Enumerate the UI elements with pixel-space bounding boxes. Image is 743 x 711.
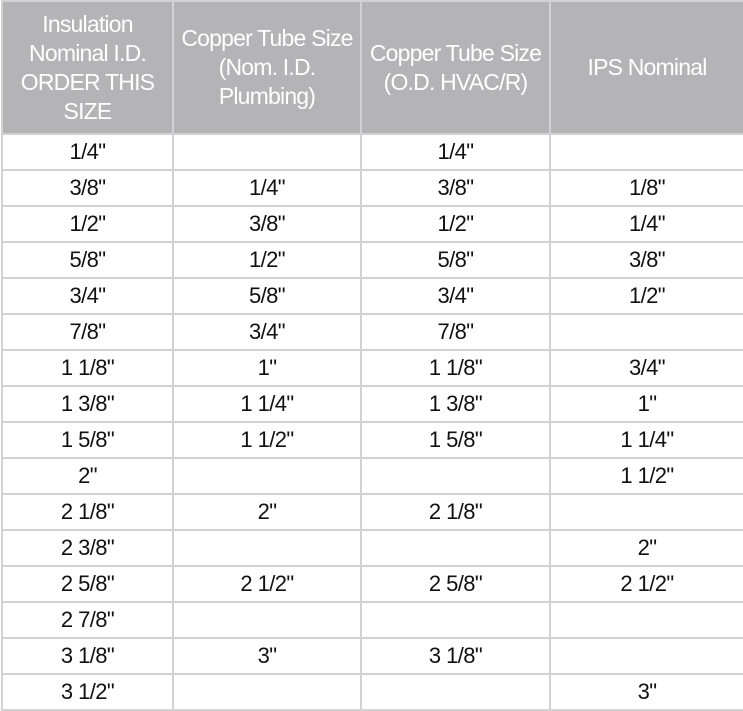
table-row: 2 3/8" 2" — [1, 529, 743, 567]
table-row: 2" 1 1/2" — [1, 457, 743, 495]
cell-copper-hvac: 1/2" — [360, 205, 551, 243]
cell-ips-nominal — [549, 493, 743, 531]
table-row: 2 1/8" 2" 2 1/8" — [1, 493, 743, 531]
cell-copper-plumbing: 1" — [172, 349, 362, 387]
cell-copper-plumbing: 3" — [172, 637, 362, 675]
cell-insulation-id: 3 1/2" — [1, 673, 174, 711]
table-row: 3 1/2" 3" — [1, 673, 743, 711]
cell-copper-hvac — [360, 601, 551, 639]
cell-copper-plumbing: 2 1/2" — [172, 565, 362, 603]
column-header-copper-hvac: Copper Tube Size (O.D. HVAC/R) — [360, 0, 551, 135]
table-row: 1/4" 1/4" — [1, 133, 743, 171]
table-row: 1 1/8" 1" 1 1/8" 3/4" — [1, 349, 743, 387]
cell-copper-plumbing — [172, 673, 362, 711]
cell-ips-nominal — [549, 601, 743, 639]
cell-ips-nominal — [549, 313, 743, 351]
cell-insulation-id: 2 7/8" — [1, 601, 174, 639]
cell-ips-nominal: 1/4" — [549, 205, 743, 243]
cell-copper-plumbing: 1/4" — [172, 169, 362, 207]
table-row: 1 5/8" 1 1/2" 1 5/8" 1 1/4" — [1, 421, 743, 459]
cell-copper-plumbing: 2" — [172, 493, 362, 531]
cell-ips-nominal: 2 1/2" — [549, 565, 743, 603]
cell-copper-hvac: 5/8" — [360, 241, 551, 279]
cell-copper-hvac: 3/4" — [360, 277, 551, 315]
table-row: 7/8" 3/4" 7/8" — [1, 313, 743, 351]
cell-copper-plumbing: 3/4" — [172, 313, 362, 351]
cell-ips-nominal: 3" — [549, 673, 743, 711]
cell-insulation-id: 1 1/8" — [1, 349, 174, 387]
cell-ips-nominal: 1" — [549, 385, 743, 423]
cell-copper-hvac: 1 1/8" — [360, 349, 551, 387]
cell-ips-nominal: 1/8" — [549, 169, 743, 207]
cell-insulation-id: 7/8" — [1, 313, 174, 351]
cell-copper-plumbing: 1/2" — [172, 241, 362, 279]
cell-insulation-id: 1/2" — [1, 205, 174, 243]
cell-copper-plumbing: 1 1/4" — [172, 385, 362, 423]
column-header-ips-nominal: IPS Nominal — [549, 0, 743, 135]
cell-insulation-id: 3/8" — [1, 169, 174, 207]
cell-insulation-id: 2 3/8" — [1, 529, 174, 567]
cell-insulation-id: 2 5/8" — [1, 565, 174, 603]
table-row: 5/8" 1/2" 5/8" 3/8" — [1, 241, 743, 279]
cell-ips-nominal: 2" — [549, 529, 743, 567]
cell-copper-plumbing: 5/8" — [172, 277, 362, 315]
cell-insulation-id: 1 3/8" — [1, 385, 174, 423]
cell-copper-plumbing — [172, 133, 362, 171]
cell-ips-nominal: 1/2" — [549, 277, 743, 315]
cell-insulation-id: 2 1/8" — [1, 493, 174, 531]
cell-copper-plumbing — [172, 457, 362, 495]
table-row: 3/8" 1/4" 3/8" 1/8" — [1, 169, 743, 207]
cell-copper-plumbing — [172, 529, 362, 567]
cell-insulation-id: 2" — [1, 457, 174, 495]
table-row: 1/2" 3/8" 1/2" 1/4" — [1, 205, 743, 243]
cell-insulation-id: 1 5/8" — [1, 421, 174, 459]
cell-copper-hvac: 3 1/8" — [360, 637, 551, 675]
cell-copper-hvac — [360, 457, 551, 495]
cell-copper-hvac: 2 5/8" — [360, 565, 551, 603]
cell-copper-hvac — [360, 673, 551, 711]
cell-insulation-id: 1/4" — [1, 133, 174, 171]
cell-ips-nominal — [549, 133, 743, 171]
cell-ips-nominal: 1 1/4" — [549, 421, 743, 459]
cell-copper-hvac — [360, 529, 551, 567]
cell-copper-hvac: 1 3/8" — [360, 385, 551, 423]
cell-copper-hvac: 7/8" — [360, 313, 551, 351]
header-row: Insulation Nominal I.D. ORDER THIS SIZE C… — [1, 0, 743, 135]
cell-ips-nominal: 3/4" — [549, 349, 743, 387]
column-header-copper-plumbing: Copper Tube Size (Nom. I.D. Plumbing) — [172, 0, 362, 135]
cell-copper-hvac: 1 5/8" — [360, 421, 551, 459]
cell-copper-hvac: 3/8" — [360, 169, 551, 207]
cell-ips-nominal — [549, 637, 743, 675]
cell-insulation-id: 5/8" — [1, 241, 174, 279]
table-row: 2 5/8" 2 1/2" 2 5/8" 2 1/2" — [1, 565, 743, 603]
cell-ips-nominal: 3/8" — [549, 241, 743, 279]
cell-insulation-id: 3 1/8" — [1, 637, 174, 675]
cell-copper-hvac: 2 1/8" — [360, 493, 551, 531]
cell-ips-nominal: 1 1/2" — [549, 457, 743, 495]
cell-copper-hvac: 1/4" — [360, 133, 551, 171]
cell-copper-plumbing: 1 1/2" — [172, 421, 362, 459]
cell-insulation-id: 3/4" — [1, 277, 174, 315]
cell-copper-plumbing — [172, 601, 362, 639]
table-row: 1 3/8" 1 1/4" 1 3/8" 1" — [1, 385, 743, 423]
table-row: 2 7/8" — [1, 601, 743, 639]
table-row: 3/4" 5/8" 3/4" 1/2" — [1, 277, 743, 315]
table-row: 3 1/8" 3" 3 1/8" — [1, 637, 743, 675]
column-header-insulation-id: Insulation Nominal I.D. ORDER THIS SIZE — [1, 0, 174, 135]
cell-copper-plumbing: 3/8" — [172, 205, 362, 243]
